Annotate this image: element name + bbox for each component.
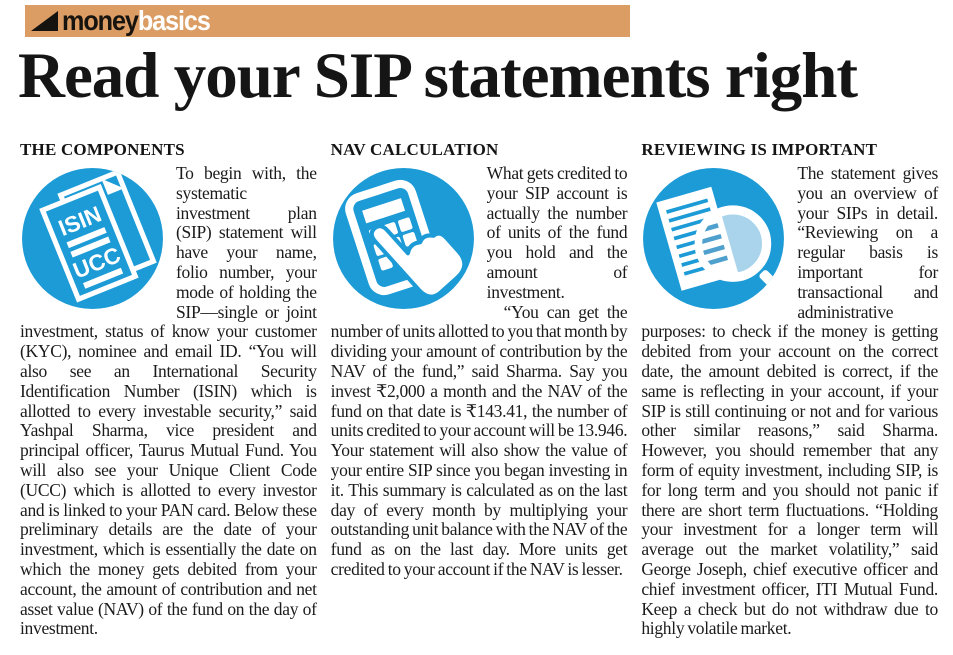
column-the-components: THE COMPONENTS ISIN UCC xyxy=(20,140,317,639)
column-heading: REVIEWING IS IMPORTANT xyxy=(641,140,878,159)
column-heading: THE COMPONENTS xyxy=(20,140,185,159)
section-banner: money basics xyxy=(25,5,630,37)
isin-ucc-documents-icon: ISIN UCC xyxy=(20,166,169,316)
article-headline: Read your SIP statements right xyxy=(18,40,858,112)
column-paragraph: To begin with, the systematic investment… xyxy=(20,163,317,639)
wordmark-basics: basics xyxy=(137,5,211,36)
section-wordmark: money basics xyxy=(62,5,211,37)
column-paragraph: The statement gives you an overview of y… xyxy=(641,163,939,639)
magnifier-document-icon xyxy=(641,166,790,316)
calculator-hand-icon xyxy=(331,166,480,316)
corner-flag-icon xyxy=(31,11,58,31)
wordmark-money: money xyxy=(62,5,139,36)
column-heading: NAV CALCULATION xyxy=(330,140,499,159)
article-columns: THE COMPONENTS ISIN UCC xyxy=(20,140,938,639)
column-paragraph: “You can get the number of units allotte… xyxy=(330,301,628,579)
column-reviewing-is-important: REVIEWING IS IMPORTANT xyxy=(641,140,938,639)
column-nav-calculation: NAV CALCULATION xyxy=(331,140,628,639)
column-paragraph: What gets credited to your SIP account i… xyxy=(486,163,628,302)
